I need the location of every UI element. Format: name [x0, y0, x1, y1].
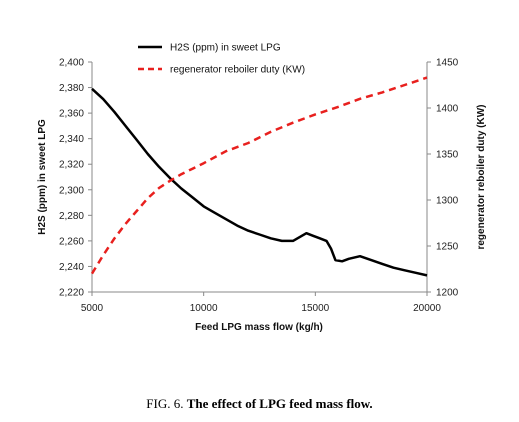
y-right-tick-label: 1350 [436, 150, 459, 161]
y-left-tick-label: 2,260 [59, 236, 84, 247]
caption-text: The effect of LPG feed mass flow. [186, 396, 373, 411]
y-right-tick-label: 1400 [436, 104, 459, 115]
y-left-tick-label: 2,380 [59, 83, 84, 94]
x-tick-label: 20000 [413, 303, 441, 314]
series-layer [90, 76, 428, 277]
y-left-tick-label: 2,340 [59, 134, 84, 145]
legend: H2S (ppm) in sweet LPG regenerator reboi… [138, 43, 305, 76]
series-line-reboiler-duty [90, 76, 428, 275]
y-left-tick-label: 2,360 [59, 109, 84, 120]
legend-label-h2s: H2S (ppm) in sweet LPG [170, 43, 281, 54]
y-right-tick-label: 1450 [436, 58, 459, 69]
y-left-tick-label: 2,220 [59, 288, 84, 299]
legend-label-duty: regenerator reboiler duty (KW) [170, 65, 305, 76]
series-line-h2s [91, 87, 428, 277]
x-tick-label: 5000 [81, 303, 104, 314]
y-left-tick-label: 2,280 [59, 211, 84, 222]
y-right-tick-label: 1250 [436, 242, 459, 253]
figure-caption: FIG. 6. The effect of LPG feed mass flow… [0, 396, 519, 412]
line-chart: 5000 10000 15000 20000 2,220 2,240 2,260 2,280 2… [37, 43, 487, 334]
y-left-tick-label: 2,300 [59, 185, 84, 196]
y-right-tick-label: 1200 [436, 288, 459, 299]
caption-prefix: FIG. 6. [146, 396, 184, 411]
x-tick-label: 10000 [190, 303, 218, 314]
y-axis-title-left: H2S (ppm) in sweet LPG [37, 119, 48, 235]
y-axis-title-right: regenerator reboiler duty (KW) [476, 104, 487, 249]
y-left-tick-label: 2,240 [59, 262, 84, 273]
x-tick-label: 15000 [301, 303, 329, 314]
y-left-tick-label: 2,400 [59, 58, 84, 69]
ticks-layer: 5000 10000 15000 20000 2,220 2,240 2,260 2,280 2… [59, 58, 459, 315]
x-axis-title: Feed LPG mass flow (kg/h) [195, 322, 323, 333]
y-right-tick-label: 1300 [436, 196, 459, 207]
y-left-tick-label: 2,320 [59, 160, 84, 171]
